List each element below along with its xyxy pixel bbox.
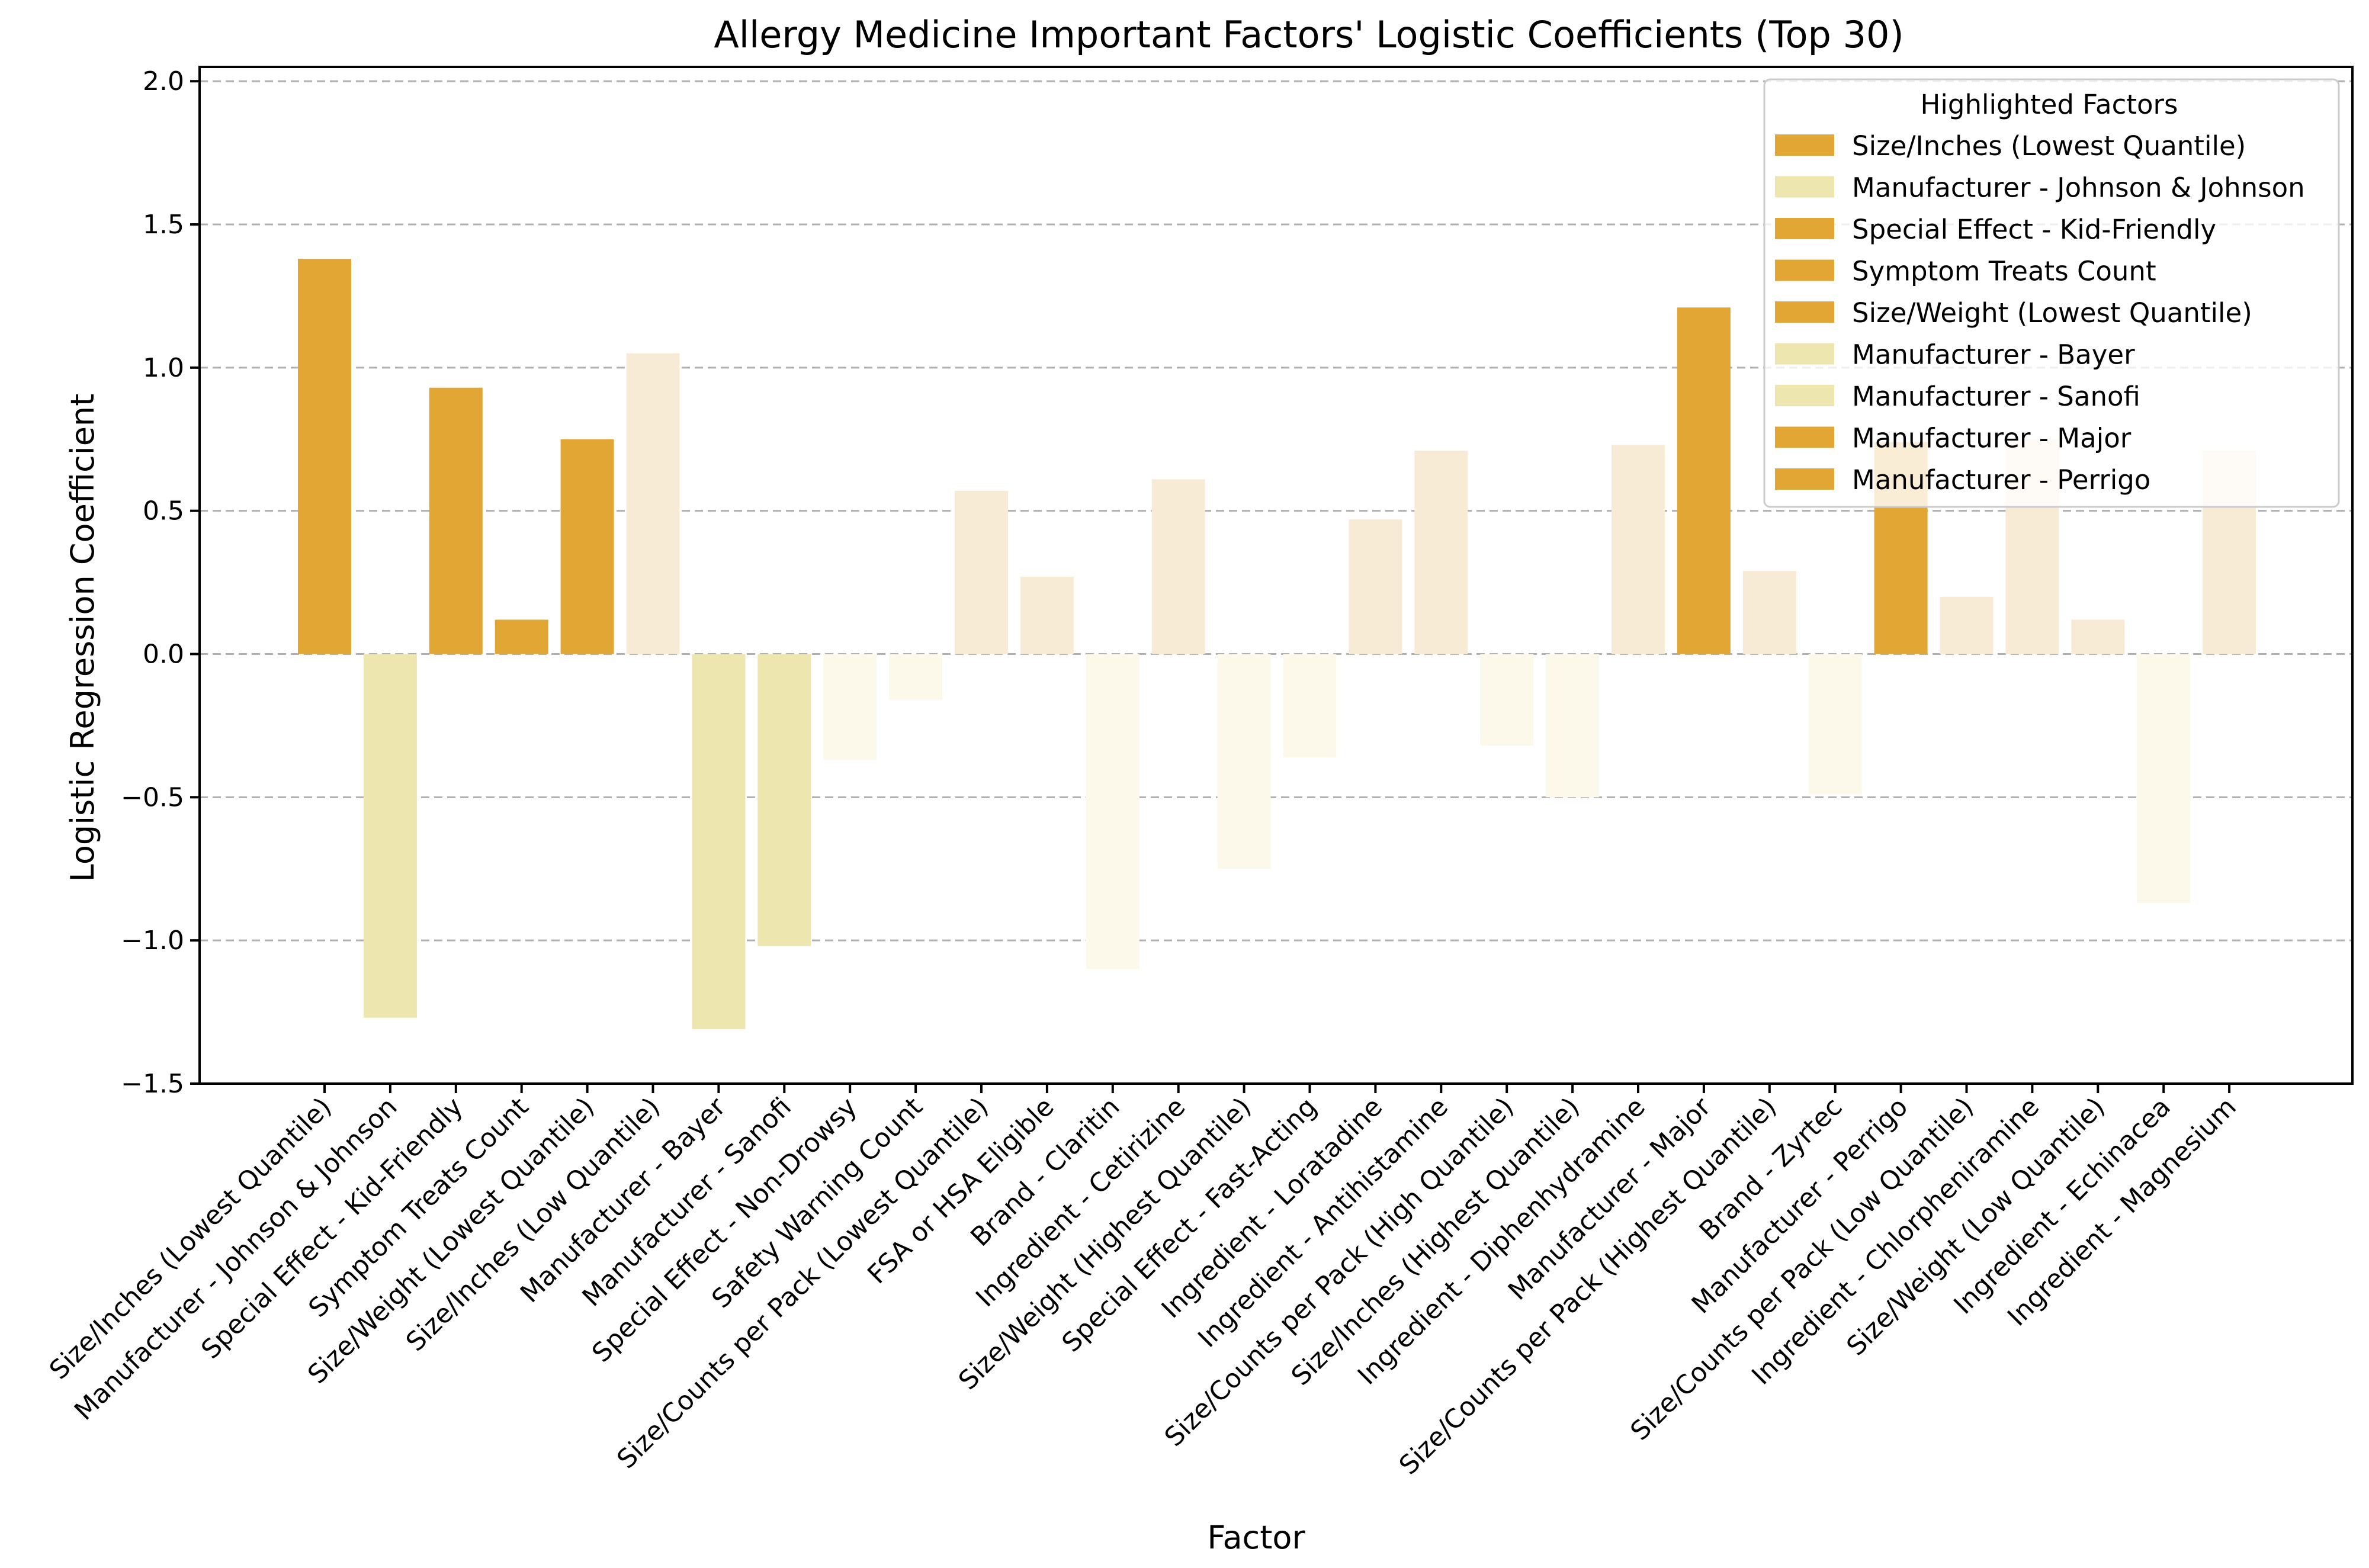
plot-frame (198, 66, 2354, 1085)
legend-swatch (1775, 134, 1834, 156)
bar (298, 259, 351, 654)
bar (495, 619, 548, 654)
bar (429, 387, 483, 654)
legend-entry-label: Special Effect - Kid-Friendly (1852, 214, 2216, 245)
legend-entry-label: Size/Inches (Lowest Quantile) (1852, 130, 2246, 162)
legend-swatch (1775, 176, 1834, 198)
legend: Highlighted Factors Size/Inches (Lowest … (1763, 78, 2340, 508)
y-tick-label: 2.0 (143, 66, 184, 97)
legend-frame (1763, 78, 2340, 508)
bar (823, 654, 877, 760)
y-tick-label: 0.0 (143, 640, 184, 670)
y-axis: −1.5 −1.0 −0.5 0.0 0.5 1.0 1.5 2.0 (121, 66, 200, 1099)
y-tick-label: −1.5 (121, 1069, 184, 1099)
bar (1612, 445, 1665, 654)
bar (1283, 654, 1337, 757)
legend-swatch (1775, 301, 1834, 323)
y-tick-label: 0.5 (143, 496, 184, 526)
legend-entry-label: Manufacturer - Johnson & Johnson (1852, 172, 2305, 204)
legend-entry-label: Manufacturer - Bayer (1852, 339, 2135, 371)
y-tick-label: 1.0 (143, 353, 184, 383)
bar (889, 654, 943, 700)
legend-swatch (1775, 218, 1834, 239)
bar (1808, 654, 1862, 795)
legend-swatch (1775, 385, 1834, 406)
bar (1086, 654, 1139, 969)
bar (1349, 519, 1402, 654)
legend-swatch (1775, 343, 1834, 365)
y-tick-label: 1.5 (143, 210, 184, 240)
legend-swatch (1775, 468, 1834, 490)
bar (363, 654, 417, 1018)
bar (626, 353, 680, 654)
bar (1677, 307, 1731, 654)
gridlines (200, 80, 2352, 1085)
bar (1546, 654, 1600, 798)
chart-title: Allergy Medicine Important Factors' Logi… (714, 13, 1903, 56)
bar (757, 654, 811, 946)
bar (1151, 479, 1205, 654)
bar (1480, 654, 1534, 746)
bar (2071, 619, 2125, 654)
y-tick-label: −0.5 (121, 782, 184, 812)
legend-swatch (1775, 259, 1834, 281)
bar (692, 654, 746, 1030)
bar (1742, 571, 1796, 654)
legend-entry-label: Symptom Treats Count (1852, 256, 2156, 287)
bar (1217, 654, 1271, 869)
legend-swatch (1775, 426, 1834, 448)
y-tick-label: −1.0 (121, 926, 184, 956)
bar (1414, 451, 1468, 654)
legend-entry-label: Manufacturer - Sanofi (1852, 381, 2140, 412)
x-tick-label: Size/Inches (Lowest Quantile) (44, 1092, 338, 1386)
bar (2137, 654, 2191, 904)
bar (955, 490, 1008, 654)
bar (1940, 596, 1994, 654)
x-axis: Size/Inches (Lowest Quantile)Manufacture… (44, 1084, 2242, 1480)
legend-title: Highlighted Factors (1921, 89, 2178, 120)
bar (1020, 576, 1074, 654)
bar (560, 439, 614, 654)
legend-entry-label: Manufacturer - Major (1852, 423, 2132, 454)
x-axis-label: Factor (1207, 1519, 1305, 1556)
y-axis-label: Logistic Regression Coefficient (64, 394, 101, 882)
legend-entry-label: Manufacturer - Perrigo (1852, 464, 2150, 496)
legend-entry-label: Size/Weight (Lowest Quantile) (1852, 297, 2252, 329)
